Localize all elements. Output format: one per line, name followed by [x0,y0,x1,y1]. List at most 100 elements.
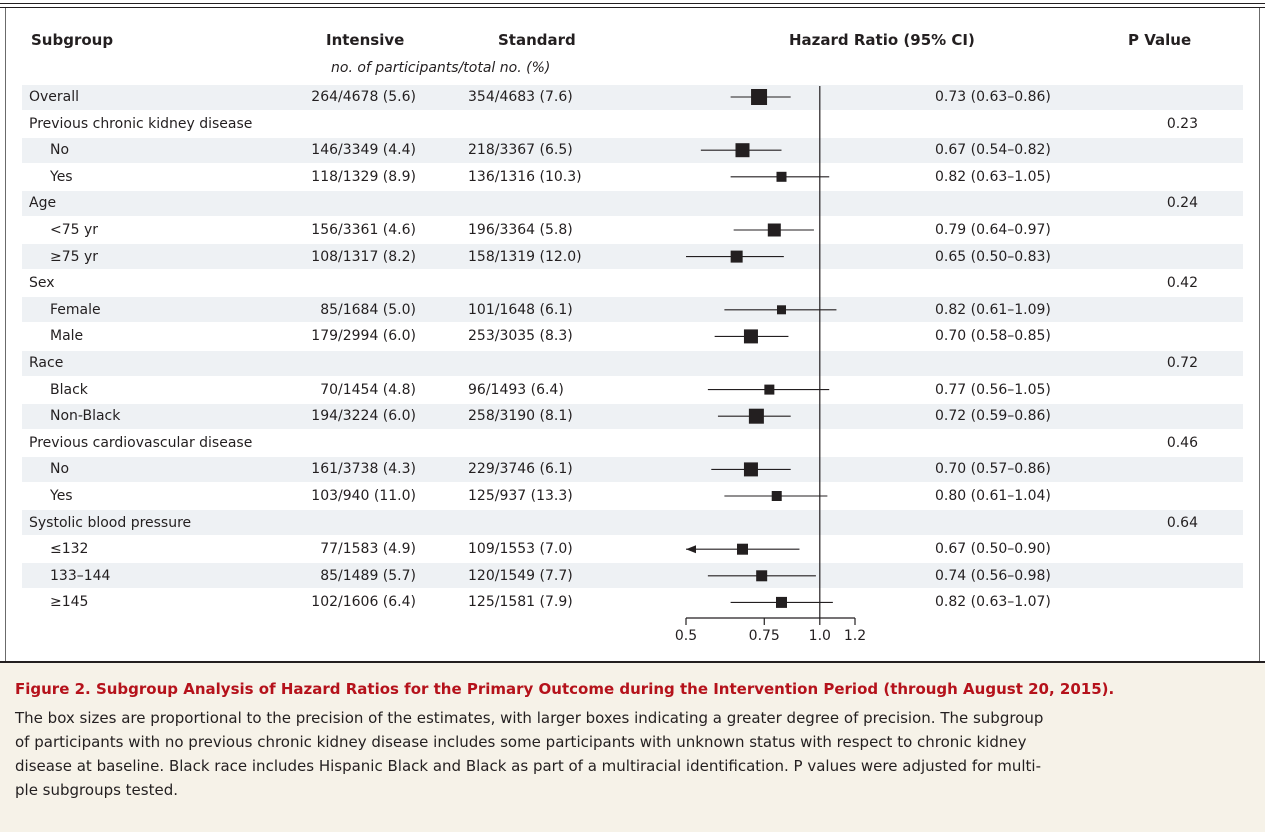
x-tick-label: 1.0 [809,628,831,644]
row-shading [22,510,1243,536]
p-value: 0.72 [1166,355,1198,371]
subgroup-label: Non-Black [50,408,121,425]
intensive-count: 70/1454 (4.8) [320,381,416,398]
row-shading [22,244,1243,270]
intensive-count: 146/3349 (4.4) [311,142,416,159]
row-shading [22,84,1243,110]
caption-line: disease at baseline. Black race includes… [15,757,1041,775]
intensive-count: 103/940 (11.0) [311,488,416,504]
estimate-box [775,596,787,608]
x-tick-label: 0.75 [749,628,780,644]
row-shading [22,297,1243,323]
p-value: 0.23 [1166,115,1198,132]
hazard-ratio-text: 0.73 (0.63–0.86) [935,89,1051,105]
subgroup-label: Race [29,355,64,371]
caption-line: of participants with no previous chronic… [15,733,1027,751]
caption-line: The box sizes are proportional to the pr… [15,709,1044,727]
subgroup-label: Male [50,328,84,345]
standard-count: 125/1581 (7.9) [468,594,573,611]
subgroup-label: Systolic blood pressure [29,514,192,531]
standard-count: 136/1316 (10.3) [468,168,582,185]
subgroup-label: Yes [50,168,73,185]
standard-count: 253/3035 (8.3) [468,328,573,345]
hazard-ratio-text: 0.77 (0.56–1.05) [935,381,1051,398]
p-value: 0.42 [1166,275,1198,292]
estimate-box [736,543,748,555]
subgroup-label: Sex [29,275,55,292]
row-shading [22,190,1243,216]
subgroup-label: Previous chronic kidney disease [29,115,253,132]
estimate-box [748,408,764,424]
estimate-box [776,171,787,182]
intensive-count: 156/3361 (4.6) [311,222,416,238]
intensive-count: 264/4678 (5.6) [311,89,416,105]
estimate-box [751,89,768,105]
header-intensive: Intensive [326,31,405,49]
intensive-count: 77/1583 (4.9) [320,541,416,558]
row-shading [22,563,1243,589]
hazard-ratio-text: 0.82 (0.63–1.05) [935,168,1051,185]
hazard-ratio-text: 0.67 (0.54–0.82) [935,142,1051,159]
estimate-box [756,570,768,582]
hazard-ratio-text: 0.70 (0.57–0.86) [935,461,1051,478]
subgroup-label: ≥75 yr [50,248,99,265]
standard-count: 101/1648 (6.1) [468,301,573,318]
standard-count: 258/3190 (8.1) [468,408,573,425]
x-tick-label: 1.2 [844,628,866,644]
header-p-value: P Value [1128,31,1192,49]
caption-title: Figure 2. Subgroup Analysis of Hazard Ra… [15,680,1115,698]
right-border [1259,8,1260,662]
hazard-ratio-text: 0.82 (0.63–1.07) [935,594,1051,611]
subgroup-label: Yes [50,488,73,504]
hazard-ratio-text: 0.80 (0.61–1.04) [935,488,1051,504]
estimate-box [771,491,782,501]
intensive-count: 108/1317 (8.2) [311,248,416,265]
intensive-count: 179/2994 (6.0) [311,328,416,345]
header-hazard-ratio: Hazard Ratio (95% CI) [789,31,975,49]
subgroup-label: No [50,461,70,478]
subgroup-label: Age [29,195,57,212]
intensive-count: 194/3224 (6.0) [311,408,416,425]
row-shading [22,403,1243,429]
subgroup-label: Black [50,381,88,398]
standard-count: 109/1553 (7.0) [468,541,573,558]
hazard-ratio-text: 0.82 (0.61–1.09) [935,301,1051,318]
subgroup-label: <75 yr [50,222,99,238]
hazard-ratio-text: 0.74 (0.56–0.98) [935,567,1051,584]
header-standard: Standard [498,31,576,49]
estimate-box [776,305,786,315]
estimate-box [743,462,758,477]
p-value: 0.64 [1166,514,1198,531]
intensive-count: 102/1606 (6.4) [311,594,416,611]
ci-arrow [686,545,696,554]
estimate-box [743,329,758,344]
intensive-count: 85/1684 (5.0) [320,301,416,318]
x-tick-label: 0.5 [675,628,697,644]
intensive-count: 161/3738 (4.3) [311,461,416,478]
hazard-ratio-text: 0.65 (0.50–0.83) [935,248,1051,265]
subgroup-label: No [50,142,70,159]
caption-line: ple subgroups tested. [15,781,179,799]
hazard-ratio-text: 0.72 (0.59–0.86) [935,408,1051,425]
estimate-box [767,223,781,237]
forest-plot: 0.5 0.75 1.0 1.2 [675,86,866,644]
subgroup-label: 133–144 [50,567,111,584]
standard-count: 158/1319 (12.0) [468,248,582,265]
intensive-count: 85/1489 (5.7) [320,567,416,584]
estimate-box [730,250,743,263]
caption-body: The box sizes are proportional to the pr… [15,706,1250,802]
estimate-box [764,384,775,395]
subgroup-label: Overall [29,89,80,105]
standard-count: 218/3367 (6.5) [468,142,573,159]
subgroup-label: ≤132 [50,541,89,558]
p-value: 0.46 [1166,434,1198,451]
standard-count: 196/3364 (5.8) [468,222,573,238]
standard-count: 354/4683 (7.6) [468,89,573,105]
subgroup-label: ≥145 [50,594,89,611]
header-units: no. of participants/total no. (%) [331,60,551,76]
row-shading [22,350,1243,376]
row-shading [22,456,1243,482]
hazard-ratio-text: 0.67 (0.50–0.90) [935,541,1051,558]
p-value: 0.24 [1166,195,1198,212]
